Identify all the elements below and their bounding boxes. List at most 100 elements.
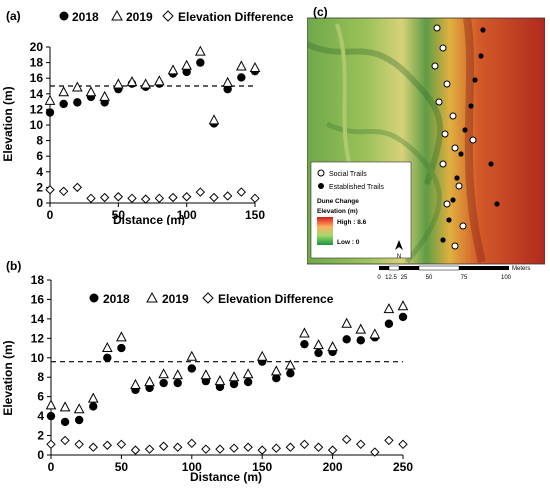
established-trail-markers: [440, 27, 500, 243]
point-elevation-difference: [113, 192, 124, 202]
point-2019: [167, 64, 179, 75]
y-tick-label: 4: [36, 165, 43, 179]
point-2018: [314, 348, 323, 358]
point-2019: [242, 368, 254, 379]
point-2019: [355, 323, 367, 334]
point-2019: [222, 76, 233, 87]
x-tick-label: 150: [245, 208, 265, 222]
point-2018: [73, 98, 82, 107]
panel-label-c: (c): [313, 5, 328, 19]
point-2019: [154, 75, 165, 86]
scale-tick-0: 0: [377, 275, 381, 281]
point-elevation-difference: [215, 444, 225, 454]
legend-high: High : 8.6: [337, 219, 367, 226]
point-elevation-difference: [236, 187, 247, 197]
x-tick-label: 100: [177, 208, 197, 222]
legend-2018-marker-a: [59, 11, 69, 21]
x-tick-label: 0: [47, 208, 54, 222]
point-elevation-difference: [130, 445, 141, 455]
scale-unit: Meters: [512, 266, 530, 272]
point-2018: [182, 67, 191, 77]
point-2019: [236, 60, 247, 71]
legend-a: 2018 2019 Elevation Difference: [59, 9, 294, 24]
legend-2018-marker-b: [89, 293, 99, 303]
point-elevation-difference: [127, 193, 137, 204]
points-a: [44, 45, 261, 204]
point-2018: [300, 339, 309, 349]
y-tick-label: 14: [31, 312, 45, 326]
x-tick-label: 100: [182, 460, 202, 474]
point-elevation-difference: [222, 191, 233, 201]
y-tick-label: 18: [31, 273, 45, 287]
point-2019: [158, 368, 169, 379]
point-elevation-difference: [243, 442, 253, 452]
legend-2019-label-b: 2019: [162, 292, 189, 306]
legend-social-trails: Social Trails: [329, 171, 367, 178]
point-2019: [101, 341, 113, 353]
point-elevation-difference: [60, 435, 70, 446]
point-elevation-difference: [327, 445, 338, 455]
y-tick-label: 6: [37, 390, 44, 404]
y-tick-label: 16: [30, 71, 44, 85]
point-2018: [46, 411, 56, 421]
x-tick-label: 50: [115, 460, 129, 474]
point-elevation-difference: [370, 447, 380, 457]
point-2019: [99, 90, 110, 101]
point-2019: [228, 371, 240, 382]
xlabel-a: Distance (m): [113, 213, 185, 225]
point-2018: [89, 402, 98, 411]
point-elevation-difference: [86, 193, 96, 204]
scale-tick-3: 50: [426, 275, 433, 281]
point-elevation-difference: [187, 438, 197, 449]
legend-elevation-label: Elevation (m): [317, 208, 358, 215]
legend-2019-marker-b: [146, 291, 158, 303]
point-elevation-difference: [181, 192, 192, 202]
legend-low: Low : 0: [337, 239, 360, 246]
point-2019: [73, 403, 85, 414]
point-2018: [286, 369, 295, 378]
point-elevation-difference: [58, 186, 69, 197]
point-elevation-difference: [356, 439, 366, 450]
social-trail-markers: [431, 24, 477, 250]
point-2019: [214, 375, 226, 386]
point-elevation-difference: [74, 439, 84, 450]
point-2019: [59, 401, 71, 412]
point-elevation-difference: [46, 439, 56, 450]
point-2019: [116, 331, 127, 342]
point-elevation-difference: [313, 442, 324, 452]
point-elevation-difference: [72, 182, 83, 193]
point-elevation-difference: [140, 194, 151, 204]
x-tick-label: 0: [48, 460, 55, 474]
point-2019: [126, 76, 138, 87]
y-tick-label: 4: [37, 409, 44, 423]
point-2019: [299, 327, 310, 338]
point-elevation-difference: [285, 442, 296, 452]
y-tick-label: 6: [36, 149, 43, 163]
point-elevation-difference: [144, 444, 155, 454]
point-elevation-difference: [99, 192, 110, 203]
north-label: N: [397, 254, 401, 260]
point-elevation-difference: [116, 439, 127, 450]
point-elevation-difference: [398, 439, 408, 450]
y-tick-label: 10: [31, 351, 45, 365]
point-2019: [256, 350, 268, 361]
point-2018: [103, 353, 112, 362]
points-b: [45, 300, 409, 457]
point-2019: [200, 369, 212, 380]
point-2018: [74, 415, 84, 425]
legend-2019-marker-a: [111, 9, 123, 21]
map-legend: Social Trails Established Trails Dune Ch…: [310, 161, 412, 259]
point-2018: [196, 58, 205, 67]
point-2018: [60, 417, 70, 427]
point-elevation-difference: [250, 193, 260, 204]
legend-diff-label-b: Elevation Difference: [218, 292, 334, 306]
point-elevation-difference: [299, 439, 310, 450]
point-elevation-difference: [271, 443, 281, 453]
point-2018: [159, 378, 168, 388]
point-2018: [356, 336, 365, 345]
point-2019: [130, 378, 141, 389]
point-2019: [181, 59, 192, 70]
point-2019: [313, 339, 324, 350]
point-2019: [72, 81, 83, 92]
scale-tick-5: 100: [501, 275, 512, 281]
